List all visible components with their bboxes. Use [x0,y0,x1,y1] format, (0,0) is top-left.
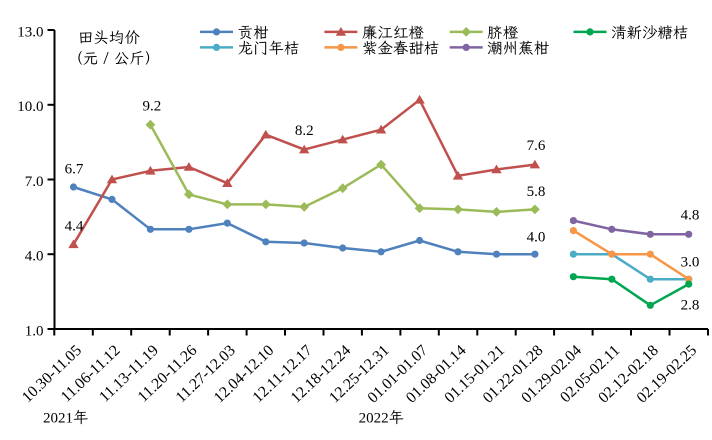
svg-text:7.6: 7.6 [527,138,546,154]
svg-text:4.8: 4.8 [681,208,700,224]
svg-text:8.2: 8.2 [295,123,314,139]
svg-text:2021: 2021 [43,411,73,427]
svg-text:13.0: 13.0 [17,24,43,40]
svg-text:10.0: 10.0 [17,99,43,115]
svg-text:9.2: 9.2 [143,98,162,114]
svg-text:4.0: 4.0 [25,249,44,265]
svg-text:6.7: 6.7 [65,161,84,177]
svg-text:4.0: 4.0 [527,229,546,245]
svg-text:2.8: 2.8 [681,298,700,314]
svg-text:3.0: 3.0 [681,255,700,271]
svg-text:4.4: 4.4 [65,219,84,235]
svg-text:2022: 2022 [359,411,389,427]
svg-text:1.0: 1.0 [25,323,44,339]
svg-text:7.0: 7.0 [25,174,44,190]
svg-text:5.8: 5.8 [527,184,546,200]
